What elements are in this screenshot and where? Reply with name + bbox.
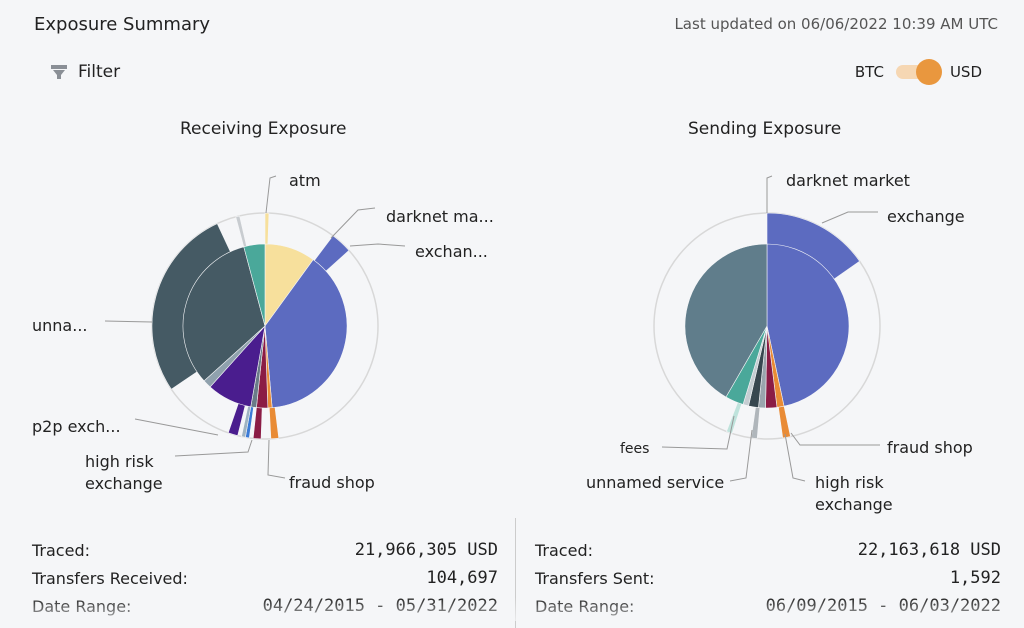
recv-label-highrisk-2: exchange [85,474,163,493]
recv-inner-slice[interactable] [243,243,266,327]
send-leader-highrisk [784,433,806,482]
toggle-label-btc[interactable]: BTC [854,63,884,81]
filter-label: Filter [78,62,121,82]
stat-label: Date Range: [535,596,635,616]
receiving-pie: atm darknet ma... exchan... unna... p2p … [32,171,494,493]
recv-label-unnamed: unna... [32,316,87,335]
filter-button[interactable]: Filter [50,62,120,82]
recv-leader-exchange [349,243,406,247]
receiving-stat-date-range: Date Range: 04/24/2015 - 05/31/2022 [32,592,498,620]
toggle-label-usd[interactable]: USD [949,63,982,81]
send-label-highrisk-1: high risk [815,473,884,492]
recv-label-p2p: p2p exch... [32,417,121,436]
stat-value: 104,697 [426,568,498,588]
stat-value: 04/24/2015 - 05/31/2022 [262,596,498,616]
recv-leader-highrisk [174,439,253,457]
receiving-stat-transfers: Transfers Received: 104,697 [32,564,498,592]
recv-leader-fraud [267,439,286,479]
send-leader-unnamed-service [729,429,753,482]
sending-stat-date-range: Date Range: 06/09/2015 - 06/03/2022 [535,592,1001,620]
send-leader-exchange [821,211,878,224]
sending-stat-transfers: Transfers Sent: 1,592 [535,564,1001,592]
send-leader-fraud [790,432,880,446]
recv-leader-atm [265,175,277,214]
recv-inner-slice[interactable] [182,246,266,382]
stat-label: Transfers Sent: [535,568,655,588]
sending-stat-traced: Traced: 22,163,618 USD [535,536,1001,564]
filter-icon [51,65,67,79]
stat-value: 21,966,305 USD [354,540,498,560]
send-label-fraud: fraud shop [887,438,973,457]
toggle-knob[interactable] [915,59,942,85]
send-label-exchange: exchange [887,207,965,226]
stats-divider [515,518,516,628]
receiving-title: Receiving Exposure [180,119,347,139]
stat-value: 06/09/2015 - 06/03/2022 [765,596,1001,616]
send-inner-slice[interactable] [684,243,768,398]
currency-toggle-group: BTC USD [854,59,982,85]
send-label-highrisk-2: exchange [815,495,893,514]
recv-label-fraud: fraud shop [289,473,375,492]
recv-label-highrisk-1: high risk [85,452,154,471]
recv-label-atm: atm [289,171,321,190]
recv-leader-p2p [134,418,219,436]
sending-title: Sending Exposure [688,119,842,139]
stat-label: Date Range: [32,596,132,616]
sending-pie: darknet market exchange fees unnamed ser… [586,171,973,514]
send-label-unnamed-service: unnamed service [586,473,724,492]
last-updated: Last updated on 06/06/2022 10:39 AM UTC [674,15,998,33]
send-inner-slice[interactable] [766,243,850,407]
send-leader-darknet [766,175,773,213]
send-label-fees: fees [620,441,649,457]
page-title: Exposure Summary [34,14,211,35]
send-label-darknet: darknet market [786,171,910,190]
stat-value: 1,592 [949,568,1001,588]
stat-label: Traced: [32,540,90,560]
stat-label: Traced: [535,540,593,560]
currency-toggle[interactable] [892,59,942,85]
stat-value: 22,163,618 USD [857,540,1001,560]
sending-stats: Traced: 22,163,618 USD Transfers Sent: 1… [535,536,1001,620]
recv-label-exchange: exchan... [415,242,488,261]
stat-label: Transfers Received: [32,568,188,588]
receiving-stats: Traced: 21,966,305 USD Transfers Receive… [32,536,498,620]
recv-leader-darknet [330,207,376,239]
recv-label-darknet: darknet ma... [386,207,494,226]
recv-inner-slice[interactable] [264,259,348,409]
send-leader-fees [661,415,735,450]
receiving-stat-traced: Traced: 21,966,305 USD [32,536,498,564]
recv-leader-unnamed [104,320,153,323]
